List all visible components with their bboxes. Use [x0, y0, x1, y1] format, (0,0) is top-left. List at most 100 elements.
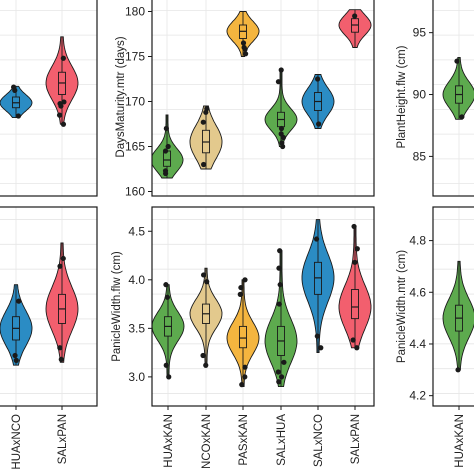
data-point	[352, 13, 358, 19]
violin-SALxNCO	[301, 219, 335, 354]
data-point	[315, 76, 321, 82]
data-point	[276, 379, 282, 385]
y-tick-label: 175	[125, 50, 145, 64]
data-point	[200, 119, 206, 125]
data-point	[243, 51, 249, 57]
data-point	[204, 279, 210, 285]
data-point	[275, 79, 282, 85]
data-point	[163, 125, 169, 132]
data-point	[15, 113, 22, 119]
y-tick-label: 165	[125, 140, 145, 154]
data-point	[163, 362, 169, 368]
data-point	[203, 362, 209, 368]
data-point	[242, 364, 248, 370]
data-point	[60, 255, 66, 262]
panel-frame	[432, 0, 474, 197]
panel-5: 85 90 95 PlantHeight.flw (cm)	[396, 0, 474, 197]
data-point	[57, 345, 63, 351]
data-point	[13, 357, 19, 363]
y-axis-label: DaysMaturity.mtr (days)	[115, 36, 127, 157]
data-point	[350, 337, 356, 343]
y-tick-label: 4.5	[128, 224, 145, 238]
data-point	[11, 84, 17, 90]
box-iqr	[239, 325, 247, 349]
data-point	[278, 67, 284, 73]
violin-SALxPAN	[338, 9, 372, 48]
data-point	[58, 356, 64, 363]
data-point	[278, 131, 284, 137]
data-point	[239, 382, 245, 388]
y-tick-label: 180	[125, 5, 145, 19]
violin-SALxPAN	[45, 36, 79, 125]
data-point	[200, 352, 206, 359]
panel-3: 160 165 170 175 180 DaysMaturity.mtr (days)	[115, 0, 375, 199]
y-tick-label: 85	[413, 149, 427, 163]
data-point	[204, 106, 210, 112]
y-tick-label: 4.2	[409, 389, 426, 403]
data-point	[240, 40, 247, 46]
data-point	[275, 369, 281, 375]
violin-PASxKAN	[226, 279, 260, 388]
x-tick-label: SALxNCO	[313, 414, 325, 467]
panel-2	[0, 0, 98, 197]
y-tick-label: 3.5	[128, 321, 145, 335]
violin-HUAxNCO	[0, 284, 33, 366]
violin-HUAxKAN	[442, 260, 474, 371]
violin-PASxKAN	[226, 11, 260, 57]
violin-SALxPAN	[45, 242, 79, 363]
data-point	[16, 298, 22, 304]
y-tick-label: 4.4	[409, 337, 426, 351]
data-point	[455, 367, 461, 373]
violins	[0, 242, 79, 366]
data-point	[454, 58, 460, 64]
data-point	[459, 114, 465, 120]
panel-frame	[151, 0, 375, 197]
data-point	[61, 99, 67, 105]
data-point	[60, 121, 67, 127]
data-point	[278, 374, 285, 380]
x-tick-label: SALxHUA	[276, 414, 288, 466]
violins	[442, 260, 474, 373]
panel-background	[152, 207, 374, 406]
violins	[0, 36, 79, 127]
panel-frame	[0, 0, 98, 197]
data-point	[352, 259, 358, 265]
data-point	[277, 248, 283, 254]
violin-HUAxKAN	[442, 56, 474, 120]
violins	[152, 219, 372, 388]
data-point	[242, 374, 248, 380]
panel-frame	[151, 206, 375, 407]
data-point	[12, 352, 18, 359]
panel-background	[152, 0, 374, 196]
data-point	[242, 277, 248, 283]
x-tick-label: SALxPAN	[57, 414, 69, 464]
data-point	[276, 301, 282, 307]
x-tick-label: PASxKAN	[238, 414, 250, 466]
data-point	[163, 282, 169, 288]
y-tick-label: 4.0	[128, 273, 145, 287]
data-point	[277, 282, 283, 288]
data-point	[56, 112, 63, 118]
data-point	[162, 168, 169, 174]
data-point	[276, 265, 282, 271]
x-tick-label: HUAxKAN	[163, 414, 175, 468]
y-tick-label: 90	[413, 88, 427, 102]
data-point	[200, 161, 207, 168]
data-point	[241, 44, 247, 51]
data-point	[314, 333, 320, 339]
panel-frame	[0, 206, 98, 407]
data-point	[318, 345, 324, 351]
y-axis-label: PlantHeight.flw (cm)	[396, 45, 408, 148]
y-axis-label: PanicleWidth.flw (cm)	[111, 251, 123, 362]
data-point	[313, 236, 320, 242]
violin-NCOxKAN	[189, 105, 223, 170]
data-point	[162, 148, 169, 154]
x-tick-label: SALxPAN	[350, 414, 362, 464]
data-point	[351, 223, 357, 230]
panel-1: HUAxNCO SALxPAN	[0, 206, 98, 470]
data-point	[166, 374, 172, 380]
y-tick-label: 4.6	[409, 285, 426, 299]
y-tick-label: 3.0	[128, 370, 145, 384]
